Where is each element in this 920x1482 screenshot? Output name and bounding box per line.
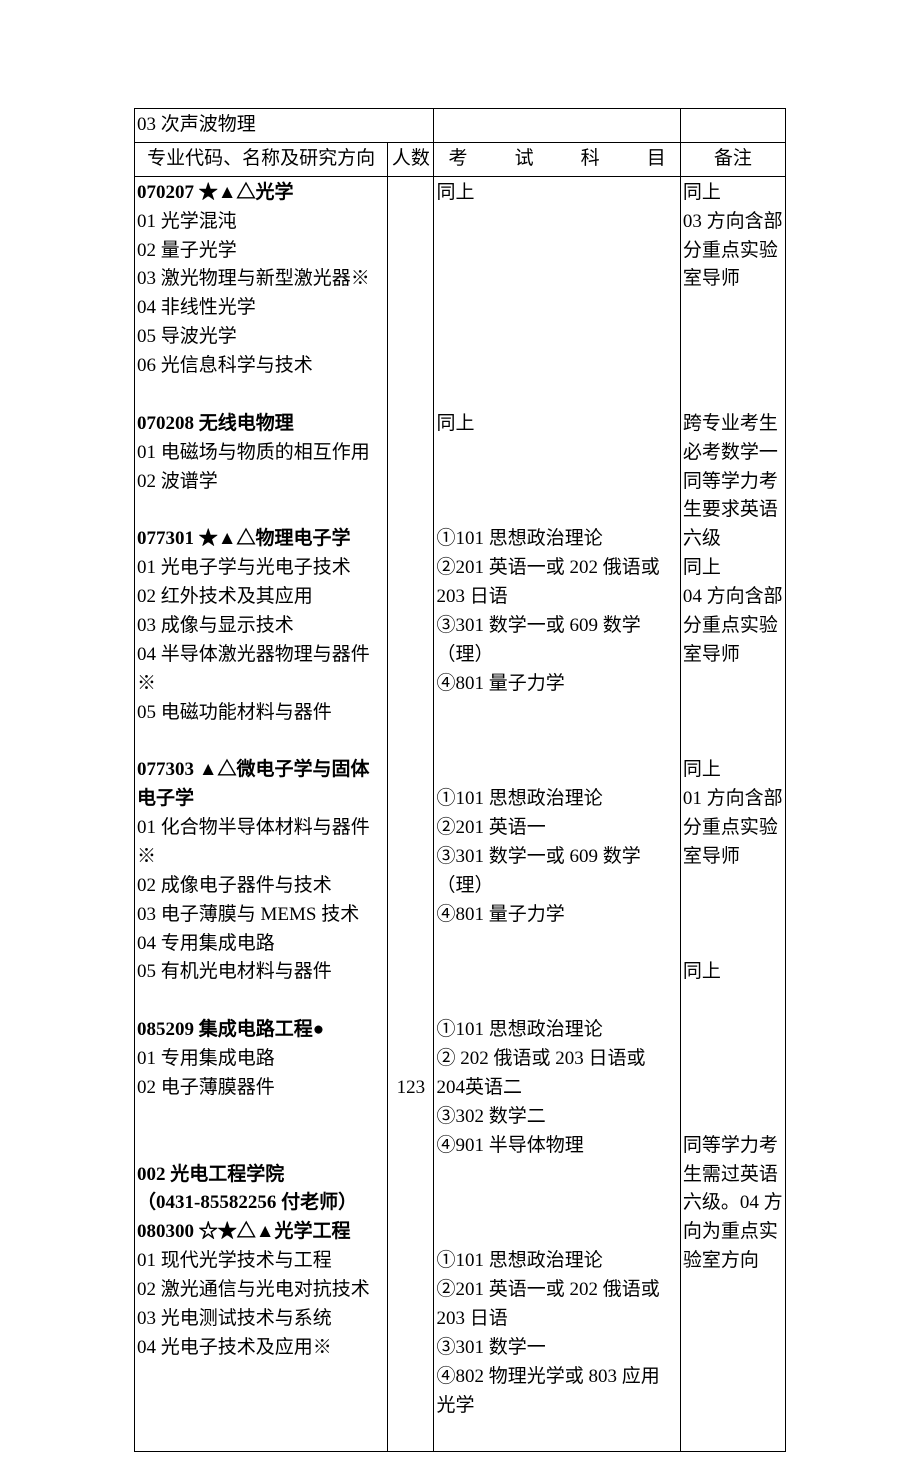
catalog-table: 03 次声波物理 专业代码、名称及研究方向 人数 考试科目 备注 070207 … bbox=[134, 108, 786, 1452]
major-title: 085209 集成电路工程● bbox=[137, 1016, 385, 1045]
exam-line: 同上 bbox=[436, 179, 677, 208]
note-line: 03 方向含部分重点实验室导师 bbox=[683, 208, 783, 295]
note-line: 04 方向含部分重点实验室导师 bbox=[683, 583, 783, 670]
col-header-spec: 专业代码、名称及研究方向 bbox=[135, 142, 388, 176]
direction-line: 02 量子光学 bbox=[137, 237, 385, 266]
direction-line: 05 导波光学 bbox=[137, 323, 385, 352]
col-header-note: 备注 bbox=[680, 142, 785, 176]
exam-line: ③301 数学一或 609 数学（理） bbox=[436, 843, 677, 901]
direction-cell: 03 次声波物理 bbox=[135, 109, 434, 143]
direction-line: 04 非线性光学 bbox=[137, 294, 385, 323]
exam-line: ②201 英语一或 202 俄语或203 日语 bbox=[436, 1276, 677, 1334]
major-title: 070208 无线电物理 bbox=[137, 410, 385, 439]
direction-line: 02 波谱学 bbox=[137, 468, 385, 497]
direction-line: 04 半导体激光器物理与器件※ bbox=[137, 641, 385, 699]
direction-line: 02 激光通信与光电对抗技术 bbox=[137, 1276, 385, 1305]
exam-line: ①101 思想政治理论 bbox=[436, 785, 677, 814]
direction-line: 03 电子薄膜与 MEMS 技术 bbox=[137, 901, 385, 930]
direction-line: 02 电子薄膜器件 bbox=[137, 1074, 385, 1103]
table-row: 03 次声波物理 bbox=[135, 109, 786, 143]
exam-line: ② 202 俄语或 203 日语或 204英语二 bbox=[436, 1045, 677, 1103]
direction-line: 01 电磁场与物质的相互作用 bbox=[137, 439, 385, 468]
direction-line: 01 光电子学与光电子技术 bbox=[137, 554, 385, 583]
direction-line: 05 电磁功能材料与器件 bbox=[137, 699, 385, 728]
direction-line: 03 光电测试技术与系统 bbox=[137, 1305, 385, 1334]
note-cell bbox=[680, 109, 785, 143]
exam-line: ③302 数学二 bbox=[436, 1103, 677, 1132]
note-line: 01 方向含部分重点实验室导师 bbox=[683, 785, 783, 872]
direction-line: 03 成像与显示技术 bbox=[137, 612, 385, 641]
direction-line: 01 化合物半导体材料与器件※ bbox=[137, 814, 385, 872]
count-value: 123 bbox=[390, 1074, 431, 1103]
exam-cell: 同上 同上 ①101 思想政治理论 ②201 英语一或 202 俄语或203 日… bbox=[434, 176, 680, 1452]
exam-cell bbox=[434, 109, 680, 143]
exam-line: ①101 思想政治理论 bbox=[436, 525, 677, 554]
note-line: 同上 bbox=[683, 958, 783, 987]
major-title: 080300 ☆★△▲光学工程 bbox=[137, 1218, 385, 1247]
exam-line: ③301 数学一 bbox=[436, 1334, 677, 1363]
exam-line: ②201 英语一 bbox=[436, 814, 677, 843]
note-line: 同上 bbox=[683, 179, 783, 208]
col-header-exam: 考试科目 bbox=[434, 142, 680, 176]
exam-line: ①101 思想政治理论 bbox=[436, 1247, 677, 1276]
major-title: 077303 ▲△微电子学与固体电子学 bbox=[137, 756, 385, 814]
exam-line: ③301 数学一或 609 数学（理） bbox=[436, 612, 677, 670]
direction-line: 04 光电子技术及应用※ bbox=[137, 1334, 385, 1363]
note-line: 同等学力考生需过英语六级。04 方向为重点实验室方向 bbox=[683, 1132, 783, 1276]
direction-line: 01 现代光学技术与工程 bbox=[137, 1247, 385, 1276]
direction-line: 06 光信息科学与技术 bbox=[137, 352, 385, 381]
spec-cell: 070207 ★▲△光学 01 光学混沌 02 量子光学 03 激光物理与新型激… bbox=[135, 176, 388, 1452]
exam-line: ①101 思想政治理论 bbox=[436, 1016, 677, 1045]
header-row: 专业代码、名称及研究方向 人数 考试科目 备注 bbox=[135, 142, 786, 176]
direction-line: 05 有机光电材料与器件 bbox=[137, 958, 385, 987]
count-cell: 123 bbox=[388, 176, 434, 1452]
major-title: 070207 ★▲△光学 bbox=[137, 179, 385, 208]
note-line: 同上 bbox=[683, 756, 783, 785]
note-cell: 同上 03 方向含部分重点实验室导师 跨专业考生必考数学一同等学力考生要求英语六… bbox=[680, 176, 785, 1452]
direction-line: 03 激光物理与新型激光器※ bbox=[137, 265, 385, 294]
exam-line: ④801 量子力学 bbox=[436, 901, 677, 930]
major-title: 077301 ★▲△物理电子学 bbox=[137, 525, 385, 554]
exam-line: 同上 bbox=[436, 410, 677, 439]
direction-line: 02 成像电子器件与技术 bbox=[137, 872, 385, 901]
col-header-count: 人数 bbox=[388, 142, 434, 176]
note-line: 跨专业考生必考数学一同等学力考生要求英语六级 bbox=[683, 410, 783, 554]
exam-line: ④901 半导体物理 bbox=[436, 1132, 677, 1161]
dept-title: 002 光电工程学院 bbox=[137, 1161, 385, 1190]
exam-line: ②201 英语一或 202 俄语或203 日语 bbox=[436, 554, 677, 612]
exam-line: ④802 物理光学或 803 应用光学 bbox=[436, 1363, 677, 1421]
direction-line: 01 光学混沌 bbox=[137, 208, 385, 237]
direction-line: 04 专用集成电路 bbox=[137, 930, 385, 959]
exam-line: ④801 量子力学 bbox=[436, 670, 677, 699]
direction-line: 01 专用集成电路 bbox=[137, 1045, 385, 1074]
direction-line: 02 红外技术及其应用 bbox=[137, 583, 385, 612]
note-line: 同上 bbox=[683, 554, 783, 583]
page-container: 03 次声波物理 专业代码、名称及研究方向 人数 考试科目 备注 070207 … bbox=[0, 0, 920, 1482]
dept-phone: （0431-85582256 付老师） bbox=[137, 1189, 385, 1218]
body-row: 070207 ★▲△光学 01 光学混沌 02 量子光学 03 激光物理与新型激… bbox=[135, 176, 786, 1452]
